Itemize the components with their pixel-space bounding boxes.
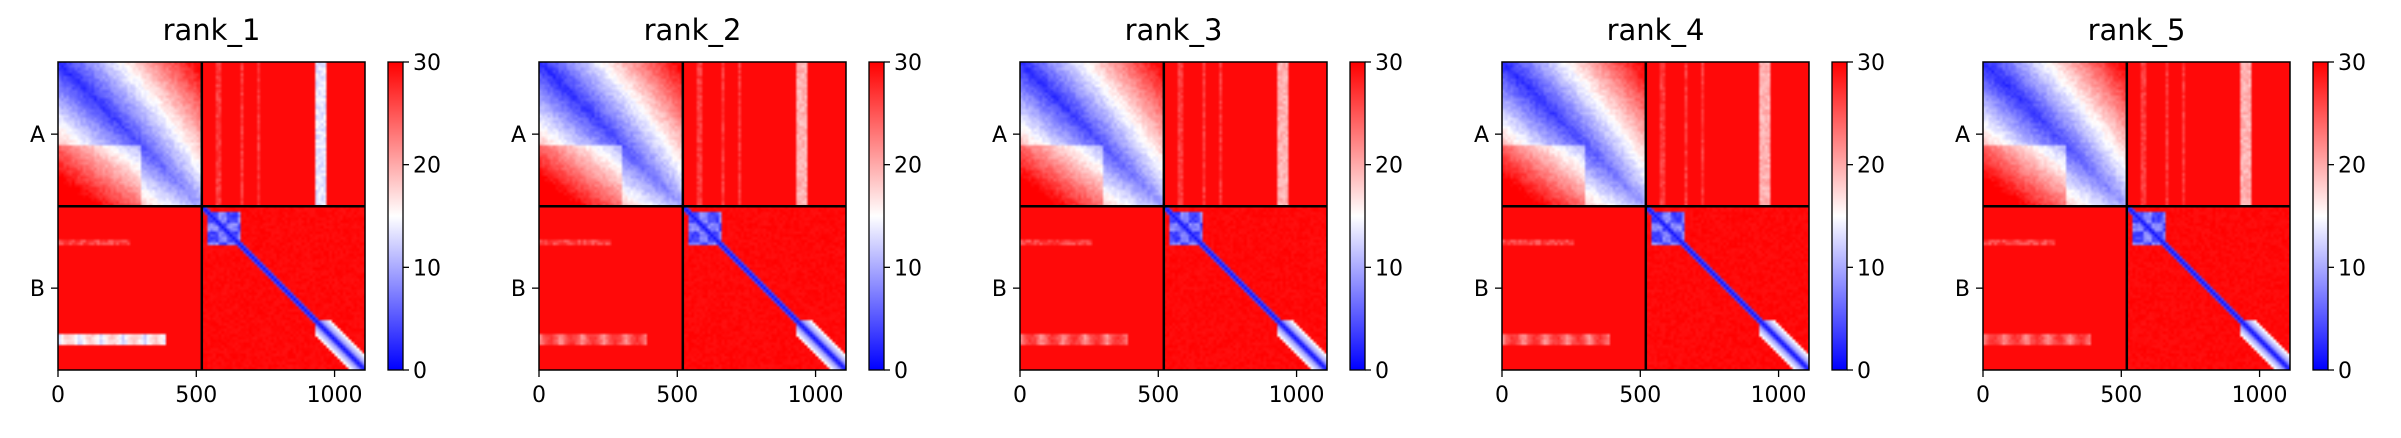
colorbar-tick-label: 20 xyxy=(2338,154,2366,179)
heatmap-plot: 0 500 1000 A B 0 10 20 30 xyxy=(511,51,922,408)
chain-label: B xyxy=(511,277,526,302)
colorbar-tick-label: 0 xyxy=(2338,359,2352,384)
colorbar xyxy=(387,61,404,371)
colorbar-tick-label: 30 xyxy=(413,51,441,76)
panel-title: rank_1 xyxy=(162,13,261,47)
x-tick-label: 0 xyxy=(532,383,546,408)
panel-title: rank_4 xyxy=(1606,13,1705,47)
x-tick-label: 500 xyxy=(1619,383,1661,408)
panel-title: rank_3 xyxy=(1124,13,1223,47)
colorbar-tick-label: 0 xyxy=(413,359,427,384)
panel-rank-3: rank_3 0 500 1000 A B 0 10 20 30 xyxy=(962,0,1442,438)
heatmap-plot: 0 500 1000 A B 0 10 20 30 xyxy=(30,51,441,408)
axes-frame xyxy=(57,61,366,371)
chain-label: A xyxy=(992,123,1007,148)
heatmap-image xyxy=(1020,62,1327,370)
chain-label: B xyxy=(992,277,1007,302)
x-tick-label: 0 xyxy=(1495,383,1509,408)
chain-label: A xyxy=(1955,123,1970,148)
axes-frame xyxy=(538,61,847,371)
colorbar-tick-label: 10 xyxy=(413,256,441,281)
x-tick-label: 0 xyxy=(1013,383,1027,408)
x-tick-label: 500 xyxy=(175,383,217,408)
axes-frame xyxy=(1019,61,1328,371)
heatmap-plot: 0 500 1000 A B 0 10 20 30 xyxy=(1474,51,1885,408)
chain-label: B xyxy=(30,277,45,302)
heatmap-plot: 0 500 1000 A B 0 10 20 30 xyxy=(1955,51,2366,408)
axes-frame xyxy=(1501,61,1810,371)
panel-title: rank_2 xyxy=(643,13,742,47)
panel-rank-4: rank_4 0 500 1000 A B 0 10 20 30 xyxy=(1444,0,1924,438)
colorbar-tick-label: 20 xyxy=(894,154,922,179)
chain-label: A xyxy=(30,123,45,148)
heatmap-image xyxy=(1983,62,2290,370)
x-tick-label: 500 xyxy=(1137,383,1179,408)
x-tick-label: 500 xyxy=(656,383,698,408)
colorbar-tick-label: 10 xyxy=(1857,256,1885,281)
heatmap-image xyxy=(58,62,365,370)
colorbar-tick-label: 30 xyxy=(2338,51,2366,76)
x-tick-label: 0 xyxy=(51,383,65,408)
colorbar-tick-label: 20 xyxy=(1375,154,1403,179)
colorbar-tick-label: 30 xyxy=(894,51,922,76)
colorbar-tick-label: 10 xyxy=(894,256,922,281)
colorbar-tick-label: 0 xyxy=(1375,359,1389,384)
colorbar-tick-label: 0 xyxy=(894,359,908,384)
colorbar-tick-label: 0 xyxy=(1857,359,1871,384)
x-tick-label: 500 xyxy=(2100,383,2142,408)
colorbar-tick-label: 10 xyxy=(2338,256,2366,281)
x-tick-label: 1000 xyxy=(788,383,844,408)
colorbar xyxy=(1349,61,1366,371)
heatmap-image xyxy=(539,62,846,370)
x-tick-label: 1000 xyxy=(1751,383,1807,408)
axes-frame xyxy=(1982,61,2291,371)
colorbar-tick-label: 30 xyxy=(1375,51,1403,76)
colorbar-tick-label: 20 xyxy=(1857,154,1885,179)
chain-label: B xyxy=(1955,277,1970,302)
x-tick-label: 1000 xyxy=(2232,383,2288,408)
colorbar xyxy=(1831,61,1848,371)
x-tick-label: 0 xyxy=(1976,383,1990,408)
chain-label: A xyxy=(1474,123,1489,148)
x-tick-label: 1000 xyxy=(1269,383,1325,408)
colorbar-tick-label: 30 xyxy=(1857,51,1885,76)
panel-rank-2: rank_2 0 500 1000 A B 0 10 20 30 xyxy=(481,0,961,438)
colorbar-tick-label: 10 xyxy=(1375,256,1403,281)
chain-label: A xyxy=(511,123,526,148)
heatmap-image xyxy=(1502,62,1809,370)
colorbar xyxy=(868,61,885,371)
panel-title: rank_5 xyxy=(2087,13,2186,47)
chain-label: B xyxy=(1474,277,1489,302)
panel-rank-5: rank_5 0 500 1000 A B 0 10 20 30 xyxy=(1925,0,2401,438)
panel-rank-1: rank_1 0 500 1000 A B 0 10 20 30 xyxy=(0,0,480,438)
colorbar-tick-label: 20 xyxy=(413,154,441,179)
x-tick-label: 1000 xyxy=(307,383,363,408)
colorbar xyxy=(2312,61,2329,371)
heatmap-plot: 0 500 1000 A B 0 10 20 30 xyxy=(992,51,1403,408)
